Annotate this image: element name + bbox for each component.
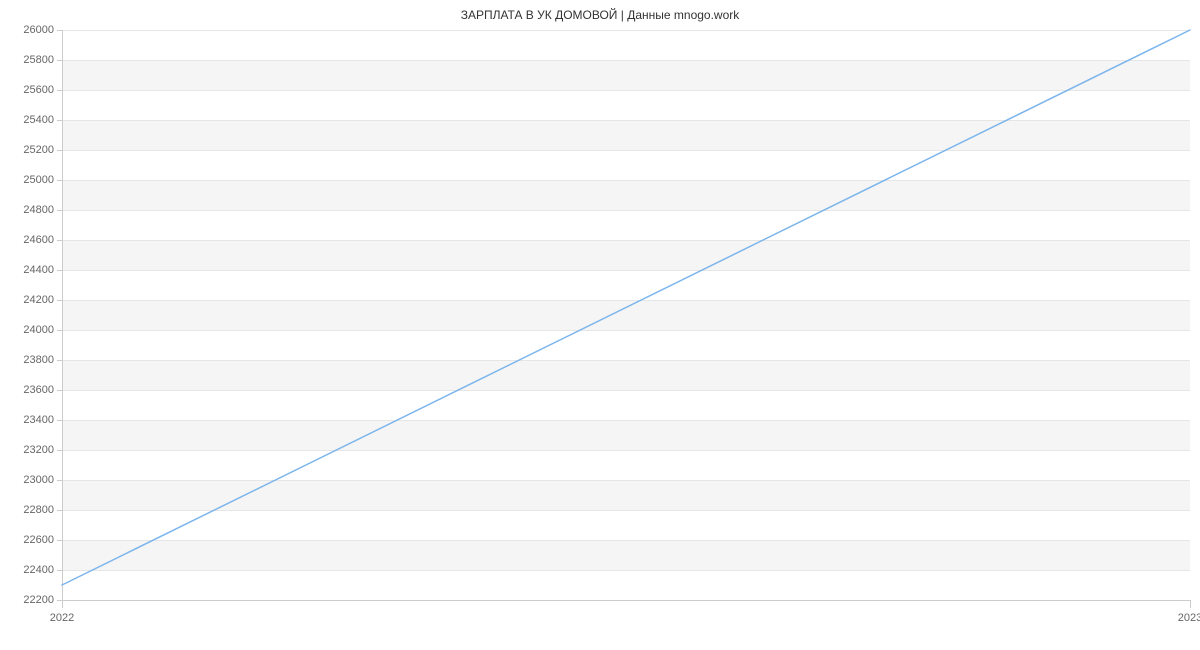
x-tick bbox=[1190, 600, 1191, 608]
y-axis-label: 26000 bbox=[0, 24, 54, 36]
y-axis-label: 23800 bbox=[0, 354, 54, 366]
y-axis-label: 22400 bbox=[0, 564, 54, 576]
salary-line-chart: ЗАРПЛАТА В УК ДОМОВОЙ | Данные mnogo.wor… bbox=[0, 0, 1200, 650]
x-axis-label: 2022 bbox=[50, 612, 74, 624]
y-axis-label: 23600 bbox=[0, 384, 54, 396]
y-axis-label: 23400 bbox=[0, 414, 54, 426]
y-axis-label: 25000 bbox=[0, 174, 54, 186]
x-axis-label: 2023 bbox=[1178, 612, 1200, 624]
y-axis-label: 23000 bbox=[0, 474, 54, 486]
plot-area bbox=[62, 30, 1190, 600]
series-line bbox=[62, 30, 1190, 585]
y-axis-label: 25200 bbox=[0, 144, 54, 156]
y-axis-label: 24800 bbox=[0, 204, 54, 216]
chart-title: ЗАРПЛАТА В УК ДОМОВОЙ | Данные mnogo.wor… bbox=[0, 8, 1200, 22]
y-axis-label: 23200 bbox=[0, 444, 54, 456]
y-axis-label: 22600 bbox=[0, 534, 54, 546]
x-tick bbox=[62, 600, 63, 608]
y-axis-label: 24200 bbox=[0, 294, 54, 306]
y-axis-label: 25800 bbox=[0, 54, 54, 66]
y-axis-label: 22800 bbox=[0, 504, 54, 516]
series-svg bbox=[62, 30, 1190, 600]
y-axis-label: 24400 bbox=[0, 264, 54, 276]
x-axis-line bbox=[62, 600, 1190, 601]
y-axis-label: 22200 bbox=[0, 594, 54, 606]
y-axis-label: 25400 bbox=[0, 114, 54, 126]
y-axis-label: 24000 bbox=[0, 324, 54, 336]
y-axis-label: 25600 bbox=[0, 84, 54, 96]
y-axis-label: 24600 bbox=[0, 234, 54, 246]
